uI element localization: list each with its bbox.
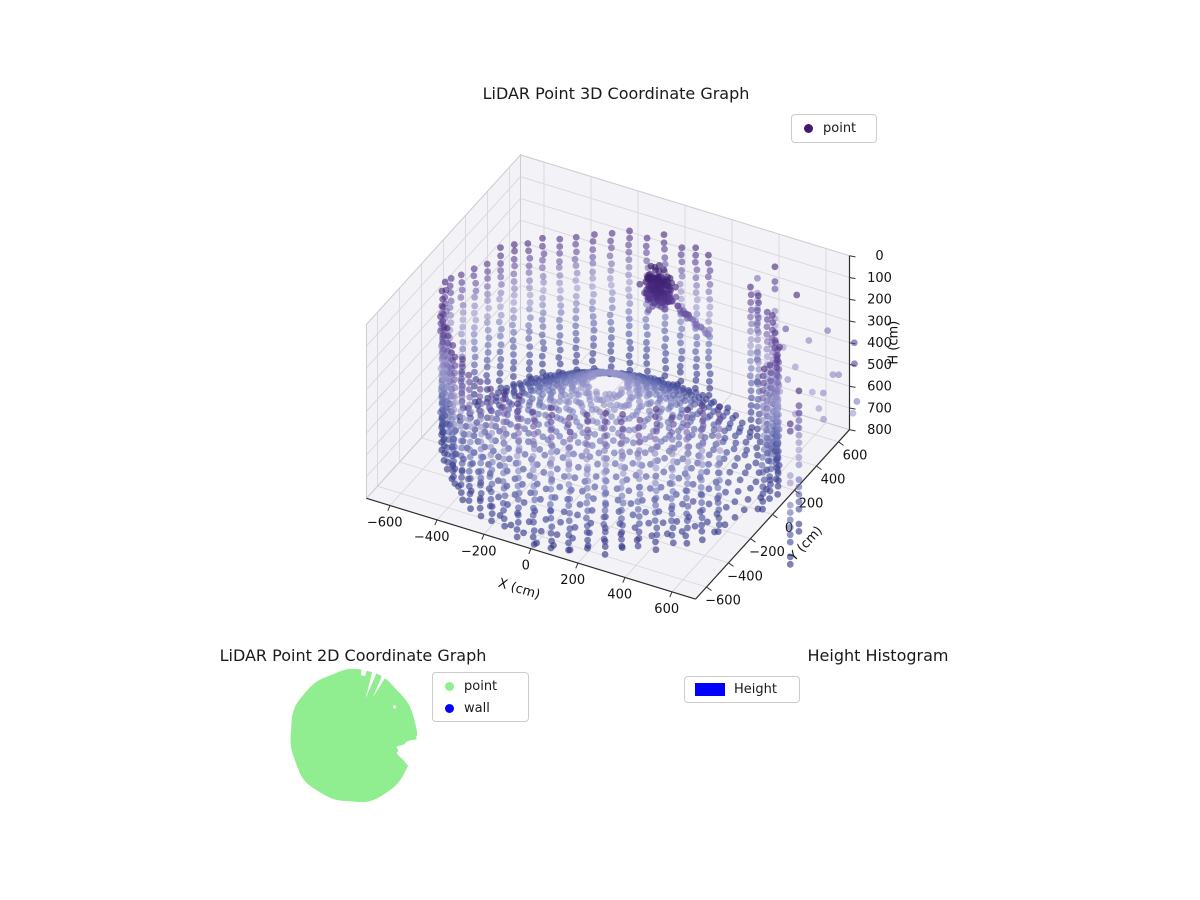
plot2d-legend-entry-wall: wall	[433, 697, 528, 719]
wall-legend-marker-icon	[445, 703, 454, 713]
point-blob	[290, 669, 418, 803]
plot2d-legend: point wall	[432, 672, 529, 722]
point2d-legend-marker-icon	[445, 681, 454, 691]
height-legend-swatch-icon	[695, 683, 725, 696]
height-legend-label: Height	[734, 682, 777, 697]
point-legend-marker-icon	[804, 124, 813, 133]
plot2d-title: LiDAR Point 2D Coordinate Graph	[219, 646, 487, 665]
plot2d-legend-entry-point: point	[433, 675, 528, 697]
plot3d-canvas	[320, 130, 1020, 650]
point2d-legend-label: point	[464, 678, 498, 694]
point-cloud-2d	[290, 669, 418, 803]
hist-legend-entry-height: Height	[685, 679, 799, 701]
plot2d-axes	[290, 669, 418, 803]
plot3d-legend: point	[791, 114, 877, 143]
hist-title: Height Histogram	[807, 646, 949, 665]
plot3d-title: LiDAR Point 3D Coordinate Graph	[482, 84, 750, 103]
plot3d-legend-entry-point: point	[792, 118, 876, 140]
wall-legend-label: wall	[464, 700, 490, 716]
point-legend-label: point	[823, 121, 857, 136]
hist-legend: Height	[684, 676, 800, 703]
